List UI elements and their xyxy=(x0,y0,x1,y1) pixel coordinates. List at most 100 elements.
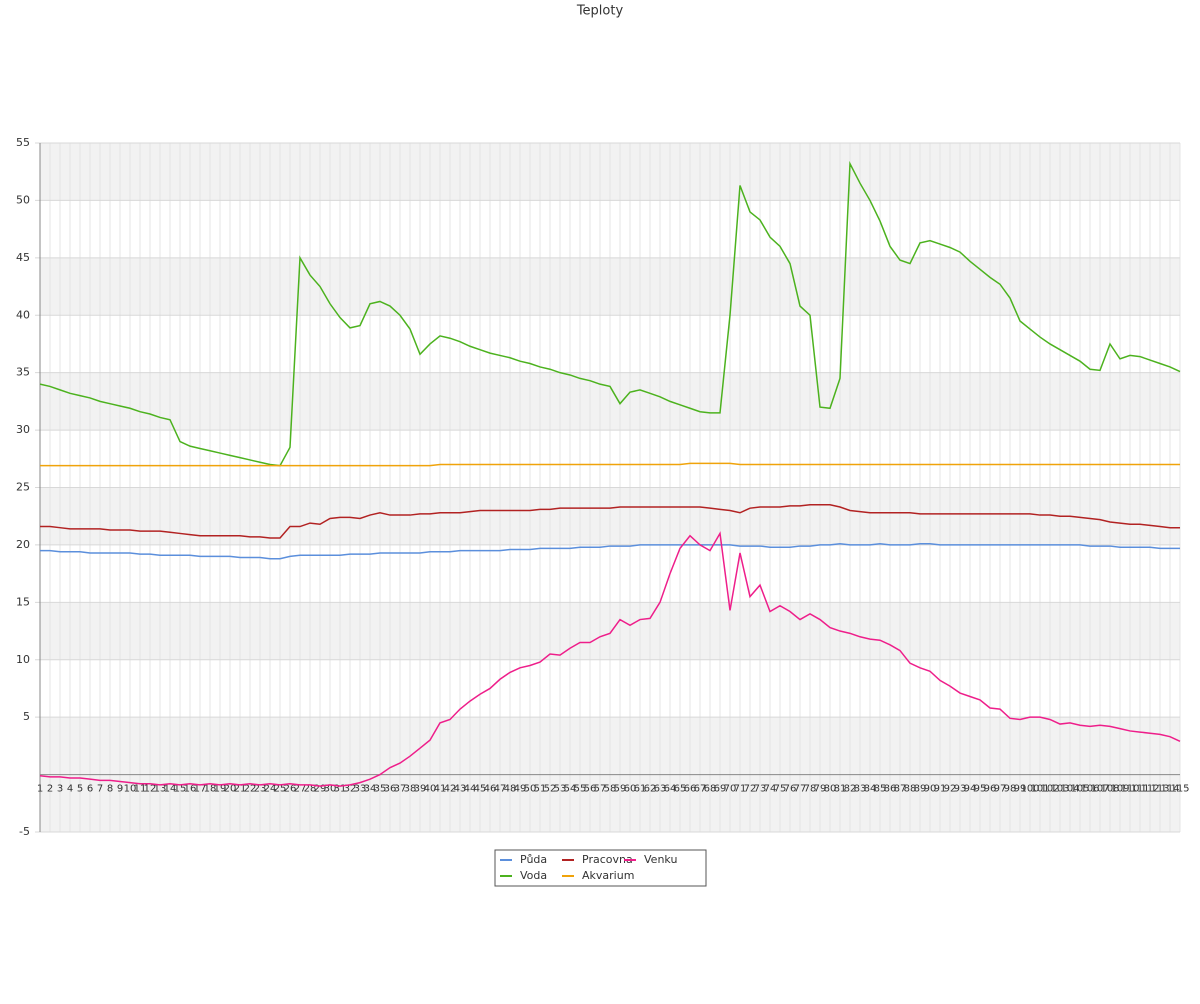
y-tick-label: 55 xyxy=(16,136,30,149)
x-tick-label: 87 xyxy=(894,784,907,795)
x-tick-label: 51 xyxy=(534,784,547,795)
y-tick-label: 10 xyxy=(16,653,30,666)
x-tick-label: 96 xyxy=(984,784,997,795)
x-tick-label: 67 xyxy=(694,784,707,795)
x-tick-label: 86 xyxy=(884,784,897,795)
x-tick-label: 30 xyxy=(324,784,337,795)
x-tick-label: 93 xyxy=(954,784,967,795)
x-tick-label: 81 xyxy=(834,784,847,795)
y-tick-label: 40 xyxy=(16,308,30,321)
x-tick-label: 54 xyxy=(564,784,577,795)
legend-box xyxy=(494,849,707,887)
x-tick-label: 31 xyxy=(334,784,347,795)
x-tick-label: 105 xyxy=(1070,784,1089,795)
y-tick-label: 15 xyxy=(16,595,30,608)
x-tick-label: 64 xyxy=(664,784,677,795)
x-tick-label: 20 xyxy=(224,784,237,795)
y-tick-label: 5 xyxy=(23,710,30,723)
x-tick-label: 37 xyxy=(394,784,407,795)
x-tick-label: 83 xyxy=(854,784,867,795)
x-tick-label: 19 xyxy=(214,784,227,795)
legend: Půda Voda Pracovna Akvarium Venku xyxy=(494,849,707,887)
x-tick-label: 95 xyxy=(974,784,987,795)
x-tick-label: 99 xyxy=(1014,784,1027,795)
y-tick-label: 45 xyxy=(16,251,30,264)
x-tick-label: 1 xyxy=(37,784,43,795)
x-tick-label: 61 xyxy=(634,784,647,795)
x-tick-label: 40 xyxy=(424,784,437,795)
x-tick-label: 35 xyxy=(374,784,387,795)
x-tick-label: 50 xyxy=(524,784,537,795)
x-tick-label: 36 xyxy=(384,784,397,795)
x-tick-label: 55 xyxy=(574,784,587,795)
x-tick-label: 68 xyxy=(704,784,717,795)
chart-title: Teploty xyxy=(576,4,624,19)
x-tick-label: 18 xyxy=(204,784,217,795)
x-tick-label: 29 xyxy=(314,784,327,795)
legend-label: Voda xyxy=(520,869,547,882)
x-tick-label: 107 xyxy=(1090,784,1109,795)
x-tick-label: 46 xyxy=(484,784,497,795)
x-tick-label: 114 xyxy=(1160,784,1179,795)
x-tick-label: 38 xyxy=(404,784,417,795)
x-tick-label: 8 xyxy=(107,784,113,795)
x-tick-label: 44 xyxy=(464,784,477,795)
x-tick-label: 84 xyxy=(864,784,877,795)
x-tick-label: 75 xyxy=(774,784,787,795)
x-tick-label: 74 xyxy=(764,784,777,795)
x-tick-label: 49 xyxy=(514,784,527,795)
x-tick-label: 59 xyxy=(614,784,627,795)
series-line xyxy=(40,503,1180,539)
x-tick-label: 10 xyxy=(124,784,137,795)
x-tick-label: 94 xyxy=(964,784,977,795)
x-tick-label: 106 xyxy=(1080,784,1099,795)
x-tick-label: 7 xyxy=(97,784,103,795)
legend-label: Půda xyxy=(520,853,547,866)
y-tick-label: 50 xyxy=(16,193,30,206)
x-tick-label: 27 xyxy=(294,784,307,795)
x-tick-label: 88 xyxy=(904,784,917,795)
x-tick-label: 109 xyxy=(1110,784,1129,795)
x-tick-label: 92 xyxy=(944,784,957,795)
x-tick-label: 4 xyxy=(67,784,73,795)
x-tick-label: 112 xyxy=(1140,784,1159,795)
x-tick-label: 57 xyxy=(594,784,607,795)
series-line xyxy=(39,160,1181,467)
x-tick-label: 69 xyxy=(714,784,727,795)
x-tick-label: 58 xyxy=(604,784,617,795)
x-tick-label: 89 xyxy=(914,784,927,795)
x-tick-label: 97 xyxy=(994,784,1007,795)
x-tick-label: 78 xyxy=(804,784,817,795)
x-tick-label: 62 xyxy=(644,784,657,795)
x-tick-label: 115 xyxy=(1170,784,1189,795)
x-tick-label: 47 xyxy=(494,784,507,795)
x-tick-label: 100 xyxy=(1020,784,1039,795)
x-tick-label: 6 xyxy=(87,784,93,795)
y-tick-label: 30 xyxy=(16,423,30,436)
x-tick-label: 25 xyxy=(274,784,287,795)
x-tick-label: 91 xyxy=(934,784,947,795)
x-tick-label: 77 xyxy=(794,784,807,795)
x-tick-label: 66 xyxy=(684,784,697,795)
x-tick-label: 39 xyxy=(414,784,427,795)
x-tick-label: 13 xyxy=(154,784,167,795)
x-tick-label: 90 xyxy=(924,784,937,795)
x-tick-label: 22 xyxy=(244,784,257,795)
x-tick-label: 32 xyxy=(344,784,357,795)
x-tick-label: 72 xyxy=(744,784,757,795)
y-tick-label: 20 xyxy=(16,538,30,551)
x-tick-label: 102 xyxy=(1040,784,1059,795)
series-line xyxy=(40,543,1180,560)
x-tick-label: 34 xyxy=(364,784,377,795)
x-tick-label: 11 xyxy=(134,784,147,795)
x-tick-label: 48 xyxy=(504,784,517,795)
x-tick-label: 70 xyxy=(724,784,737,795)
x-tick-label: 79 xyxy=(814,784,827,795)
x-tick-label: 26 xyxy=(284,784,297,795)
x-tick-label: 85 xyxy=(874,784,887,795)
legend-label: Pracovna xyxy=(582,853,633,866)
x-tick-label: 108 xyxy=(1100,784,1119,795)
x-tick-label: 9 xyxy=(117,784,123,795)
x-tick-label: 5 xyxy=(77,784,83,795)
